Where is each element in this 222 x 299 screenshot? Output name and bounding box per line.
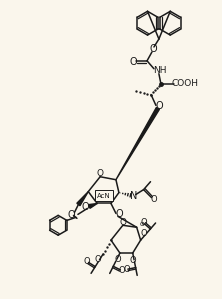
Text: O: O bbox=[84, 257, 91, 266]
Text: N: N bbox=[130, 190, 137, 201]
Text: O: O bbox=[119, 218, 126, 227]
Text: O: O bbox=[140, 218, 147, 227]
Text: O: O bbox=[129, 256, 136, 265]
Text: O: O bbox=[115, 255, 121, 264]
Text: O: O bbox=[81, 202, 89, 213]
Text: α: α bbox=[139, 221, 144, 227]
Text: O: O bbox=[95, 255, 101, 264]
Text: O: O bbox=[115, 209, 123, 219]
Polygon shape bbox=[89, 204, 97, 208]
Text: O: O bbox=[97, 169, 104, 178]
Text: AcN: AcN bbox=[97, 193, 111, 199]
Text: O: O bbox=[68, 210, 75, 220]
Text: COOH: COOH bbox=[171, 79, 198, 88]
Polygon shape bbox=[116, 107, 159, 180]
Text: O: O bbox=[150, 195, 157, 204]
Polygon shape bbox=[77, 192, 88, 206]
Text: O: O bbox=[141, 229, 147, 238]
Text: O: O bbox=[123, 265, 130, 274]
Text: O: O bbox=[149, 44, 157, 54]
Text: NH: NH bbox=[153, 66, 167, 75]
FancyBboxPatch shape bbox=[95, 190, 113, 201]
Text: O: O bbox=[118, 266, 125, 275]
Text: O: O bbox=[155, 101, 163, 112]
Text: O: O bbox=[129, 57, 137, 67]
